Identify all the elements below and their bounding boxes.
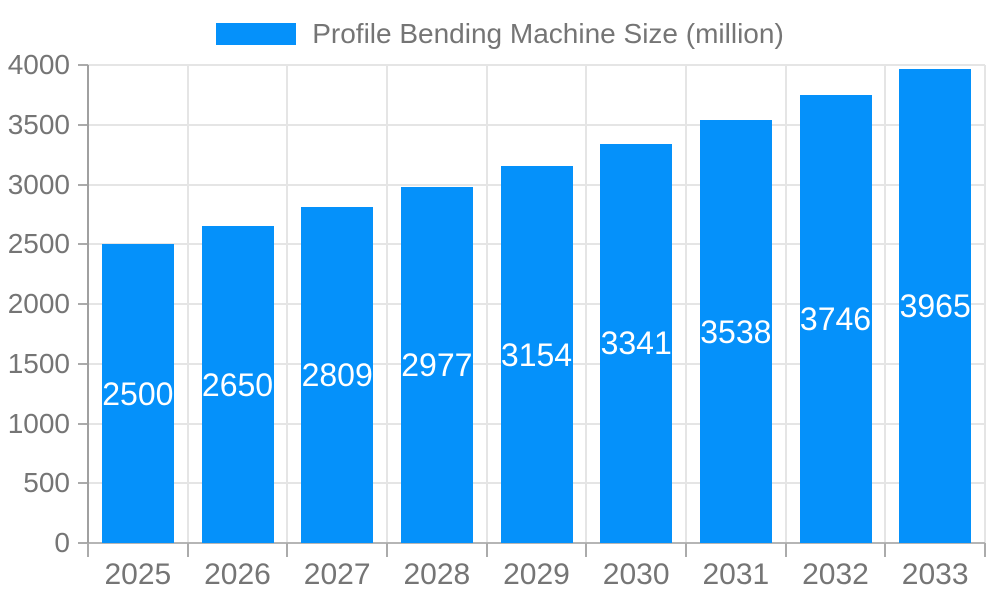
y-axis-label: 1500 (7, 347, 70, 379)
x-axis-tick (685, 543, 687, 557)
y-axis-tick (78, 123, 88, 126)
x-gridline (685, 65, 687, 543)
chart-legend[interactable]: Profile Bending Machine Size (million) (0, 18, 1000, 49)
bar-value-label: 2500 (102, 375, 174, 412)
x-axis-label: 2026 (204, 558, 271, 591)
x-axis-label: 2029 (503, 558, 570, 591)
x-axis-tick (884, 543, 887, 557)
y-axis-tick (78, 64, 88, 66)
y-axis-tick (78, 542, 88, 544)
x-axis-label: 2028 (403, 558, 471, 591)
bar-2025[interactable] (101, 244, 174, 543)
x-gridline (585, 65, 588, 543)
x-axis-tick (87, 543, 89, 557)
x-axis-tick (784, 543, 787, 557)
x-gridline (984, 65, 986, 543)
x-axis-label: 2025 (104, 558, 172, 591)
x-axis-label: 2032 (802, 558, 869, 591)
bar-value-label: 3341 (600, 325, 672, 362)
x-axis-line (88, 542, 985, 544)
x-gridline (784, 65, 787, 543)
y-axis-tick (78, 422, 88, 425)
y-axis-tick (78, 482, 88, 485)
y-axis-tick (78, 303, 88, 305)
y-axis-label: 2500 (7, 228, 70, 260)
y-axis-label: 500 (23, 467, 70, 499)
bar-2028[interactable] (400, 187, 473, 543)
legend-label: Profile Bending Machine Size (million) (312, 18, 784, 49)
x-gridline (186, 65, 189, 543)
bar-2031[interactable] (699, 120, 772, 543)
bar-value-label: 2650 (201, 366, 274, 403)
bar-2030[interactable] (600, 143, 673, 543)
x-gridline (386, 65, 388, 543)
x-gridline (485, 65, 488, 543)
y-axis-tick (78, 362, 88, 365)
bar-value-label: 3746 (799, 301, 872, 338)
x-axis-tick (286, 543, 289, 557)
bar-value-label: 3154 (500, 336, 573, 373)
bar-2032[interactable] (799, 95, 872, 543)
y-axis-label: 4000 (7, 49, 70, 80)
y-axis-tick (78, 183, 88, 186)
y-axis-label: 0 (54, 527, 70, 558)
bar-2033[interactable] (899, 69, 972, 543)
y-gridline (88, 123, 985, 126)
y-axis-line (87, 65, 89, 557)
x-axis-label: 2027 (303, 558, 371, 591)
bar-value-label: 2809 (301, 357, 373, 394)
bar-value-label: 3965 (899, 288, 971, 325)
bar-2029[interactable] (500, 166, 573, 543)
x-axis-tick (485, 543, 488, 557)
y-gridline (88, 64, 985, 66)
bar-value-label: 3538 (700, 313, 772, 350)
x-gridline (884, 65, 887, 543)
x-axis-tick (186, 543, 189, 557)
x-axis-label: 2030 (602, 558, 670, 591)
bar-2026[interactable] (201, 226, 274, 543)
legend-swatch (216, 23, 297, 45)
x-axis-tick (386, 543, 388, 557)
bar-2027[interactable] (301, 207, 374, 543)
x-gridline (286, 65, 289, 543)
x-axis-tick (585, 543, 588, 557)
x-axis-label: 2033 (901, 558, 969, 591)
y-axis-tick (78, 243, 88, 246)
y-axis-label: 3500 (7, 108, 70, 140)
x-axis-label: 2031 (702, 558, 770, 591)
y-axis-label: 3000 (7, 168, 70, 200)
x-axis-tick (984, 543, 986, 557)
y-axis-label: 2000 (7, 288, 70, 319)
y-axis-label: 1000 (7, 407, 70, 439)
bar-value-label: 2977 (401, 347, 473, 384)
